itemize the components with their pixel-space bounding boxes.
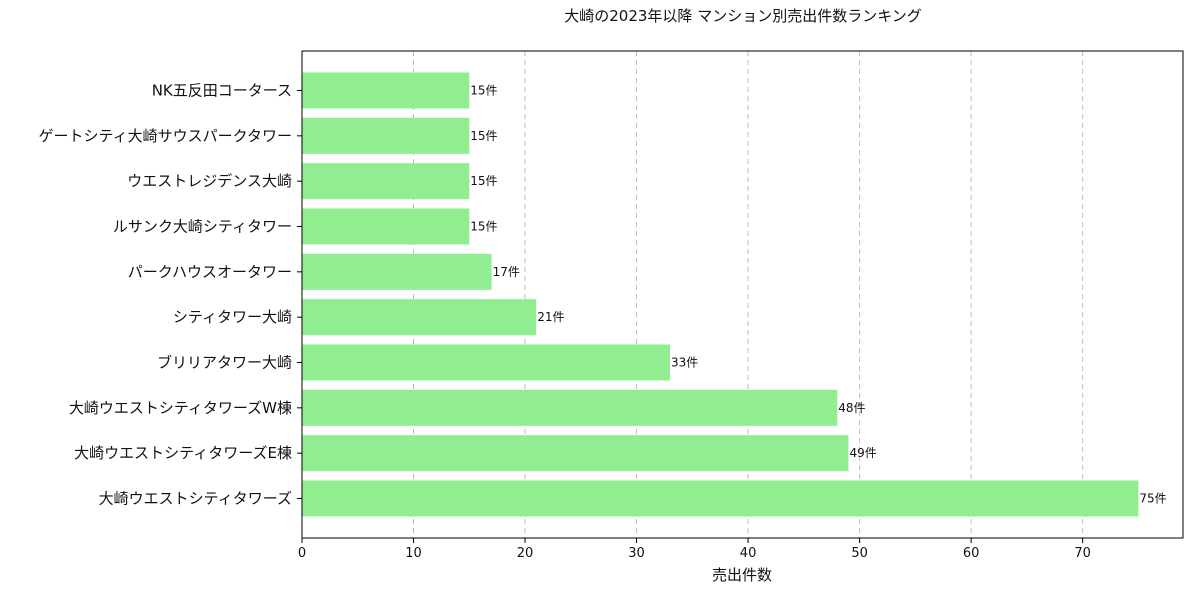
data-label: 21件 — [537, 310, 564, 324]
bar — [302, 480, 1139, 517]
x-tick-label: 70 — [1074, 546, 1091, 561]
grid — [413, 51, 1084, 538]
data-label: 75件 — [1139, 492, 1166, 506]
x-tick-label: 0 — [298, 546, 306, 561]
category-label: ウエストレジデンス大崎 — [127, 172, 292, 190]
x-tick-label: 50 — [851, 546, 868, 561]
bar — [302, 117, 470, 154]
category-label: シティタワー大崎 — [173, 308, 292, 326]
bar — [302, 435, 849, 472]
bar — [302, 208, 470, 245]
bars — [302, 72, 1139, 517]
x-axis: 0 10 20 30 40 50 60 70 — [298, 538, 1091, 561]
category-label: NK五反田コータース — [152, 82, 292, 100]
x-tick-label: 60 — [963, 546, 980, 561]
bar — [302, 344, 671, 381]
category-label: 大崎ウエストシティタワーズE棟 — [74, 444, 292, 462]
data-label: 15件 — [470, 174, 497, 188]
data-label: 17件 — [493, 265, 520, 279]
plot-frame — [301, 50, 1184, 539]
category-label: パークハウスオータワー — [128, 263, 292, 281]
x-tick-label: 30 — [628, 546, 645, 561]
data-label: 33件 — [671, 356, 698, 370]
data-label: 15件 — [470, 129, 497, 143]
x-tick-label: 20 — [517, 546, 534, 561]
x-axis-label: 売出件数 — [712, 566, 772, 584]
data-label: 15件 — [470, 84, 497, 98]
category-label: ゲートシティ大崎サウスパークタワー — [38, 127, 292, 145]
bar — [302, 72, 470, 109]
bar — [302, 253, 492, 290]
bar — [302, 389, 838, 426]
category-label: ルサンク大崎シティタワー — [113, 218, 292, 236]
data-label: 48件 — [838, 401, 865, 415]
bar — [302, 299, 537, 336]
data-label: 49件 — [849, 446, 876, 460]
x-tick-label: 10 — [405, 546, 422, 561]
x-tick-label: 40 — [740, 546, 757, 561]
bar — [302, 163, 470, 200]
data-label: 15件 — [470, 220, 497, 234]
category-labels: NK五反田コータースゲートシティ大崎サウスパークタワーウエストレジデンス大崎ルサ… — [38, 82, 302, 508]
category-label: 大崎ウエストシティタワーズW棟 — [69, 399, 292, 417]
category-label: ブリリアタワー大崎 — [157, 354, 292, 372]
category-label: 大崎ウエストシティタワーズ — [99, 490, 292, 508]
data-labels: 15件 15件 15件 15件 17件 21件 33件 48件 49件 75件 — [470, 84, 1166, 506]
chart-title: 大崎の2023年以降 マンション別売出件数ランキング — [564, 7, 922, 25]
